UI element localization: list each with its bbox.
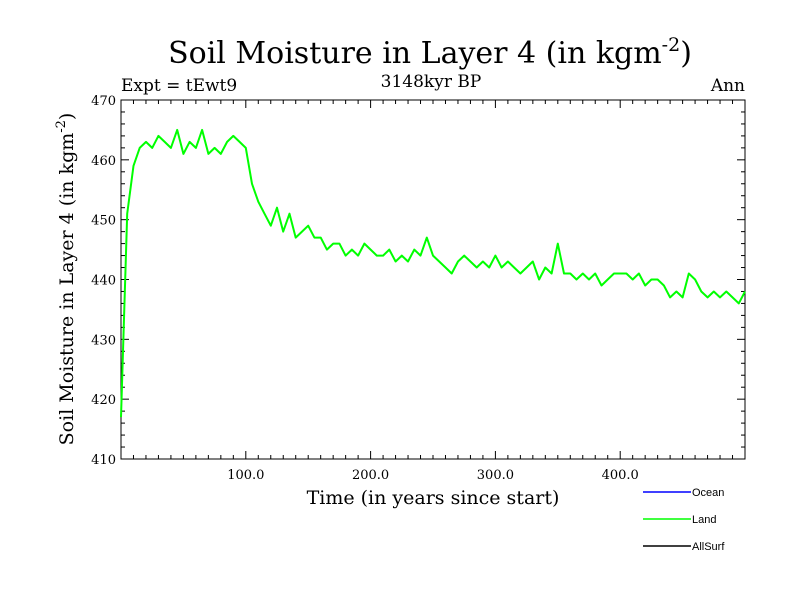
legend-label-allsurf: AllSurf [692,541,725,553]
y-tick-label: 460 [91,154,116,169]
chart-title-close: ) [680,36,692,71]
legend: Ocean Land AllSurf [643,487,725,553]
subtitle-right: Ann [710,76,745,96]
subtitle-left: Expt = tEwt9 [121,76,237,96]
chart-title-superscript: -2 [662,34,681,56]
series-line-land [120,128,746,418]
x-tick-label: 300.0 [477,468,514,483]
y-tick-label: 410 [91,453,116,468]
y-tick-label: 450 [91,214,116,229]
legend-label-ocean: Ocean [692,487,724,499]
x-tick-label: 400.0 [602,468,639,483]
legend-label-land: Land [692,514,716,526]
chart-title: Soil Moisture in Layer 4 (in kgm-2) [168,34,692,71]
x-tick-label: 200.0 [352,468,389,483]
x-axis-ticks: 100.0 200.0 300.0 400.0 [132,100,734,483]
chart-title-main: Soil Moisture in Layer 4 (in kgm [168,36,662,71]
y-axis-title-main: Soil Moisture in Layer 4 (in kgm [56,133,78,446]
y-axis-ticks: 410 420 430 440 450 460 470 [91,94,745,468]
x-axis-title: Time (in years since start) [307,487,560,509]
y-tick-label: 430 [91,333,116,348]
subtitle-center: 3148kyr BP [381,72,482,92]
y-tick-label: 420 [91,393,116,408]
y-tick-label: 470 [91,94,116,109]
y-tick-label: 440 [91,274,116,289]
y-axis-title-superscript: -2 [54,120,69,133]
x-tick-label: 100.0 [227,468,264,483]
y-axis-title-close: ) [56,113,78,120]
y-axis-title: Soil Moisture in Layer 4 (in kgm-2) [54,113,78,446]
